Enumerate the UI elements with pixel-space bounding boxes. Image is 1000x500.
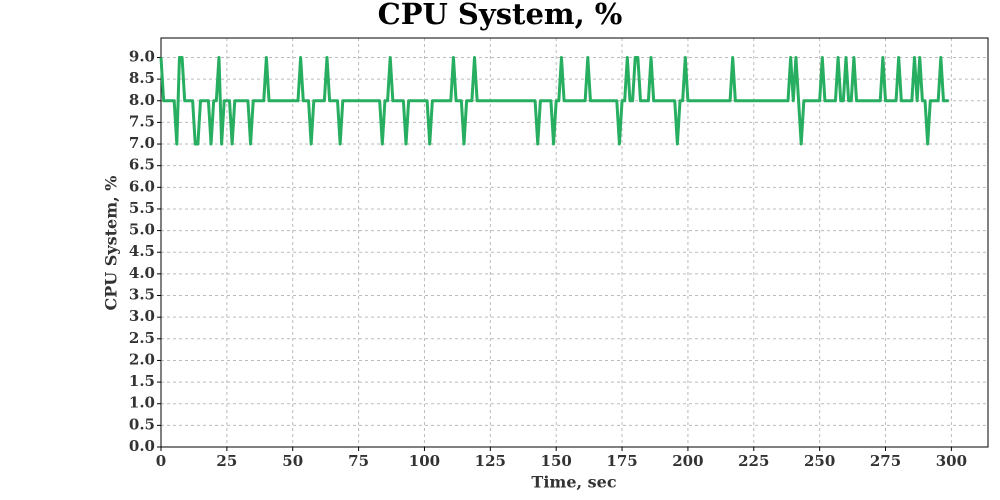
y-tick-label: 5.5	[129, 199, 155, 217]
y-tick-label: 8.5	[129, 69, 155, 87]
y-tick-label: 3.5	[129, 286, 155, 304]
x-tick-label: 150	[541, 452, 572, 470]
y-tick-label: 1.5	[129, 372, 155, 390]
y-tick-label: 9.0	[129, 47, 155, 65]
x-tick-label: 225	[738, 452, 769, 470]
y-tick-label: 4.0	[129, 264, 155, 282]
x-tick-label: 75	[348, 452, 369, 470]
x-tick-label: 0	[156, 452, 166, 470]
y-tick-label: 8.0	[129, 91, 155, 109]
y-tick-label: 1.0	[129, 394, 155, 412]
x-tick-label: 250	[804, 452, 835, 470]
y-tick-label: 6.0	[129, 177, 155, 195]
y-tick-label: 5.0	[129, 221, 155, 239]
y-tick-label: 2.5	[129, 329, 155, 347]
data-line	[159, 55, 949, 146]
y-tick-label: 0.5	[129, 415, 155, 433]
chart-title: CPU System, %	[378, 0, 623, 31]
y-tick-label: 6.5	[129, 156, 155, 174]
x-tick-label: 275	[870, 452, 901, 470]
x-tick-label: 125	[475, 452, 506, 470]
x-axis-label: Time, sec	[531, 473, 616, 492]
x-tick-label: 50	[282, 452, 303, 470]
y-tick-label: 2.0	[129, 350, 155, 368]
x-tick-label: 100	[409, 452, 440, 470]
y-axis-label: CPU System, %	[102, 176, 121, 311]
y-tick-label: 4.5	[129, 242, 155, 260]
plot-frame	[160, 37, 989, 448]
y-tick-label: 3.0	[129, 307, 155, 325]
x-tick-label: 200	[672, 452, 703, 470]
x-tick-label: 25	[216, 452, 237, 470]
x-tick-label: 175	[606, 452, 637, 470]
y-tick-label: 0.0	[129, 437, 155, 455]
y-tick-label: 7.5	[129, 112, 155, 130]
y-tick-label: 7.0	[129, 134, 155, 152]
x-tick-label: 300	[936, 452, 967, 470]
